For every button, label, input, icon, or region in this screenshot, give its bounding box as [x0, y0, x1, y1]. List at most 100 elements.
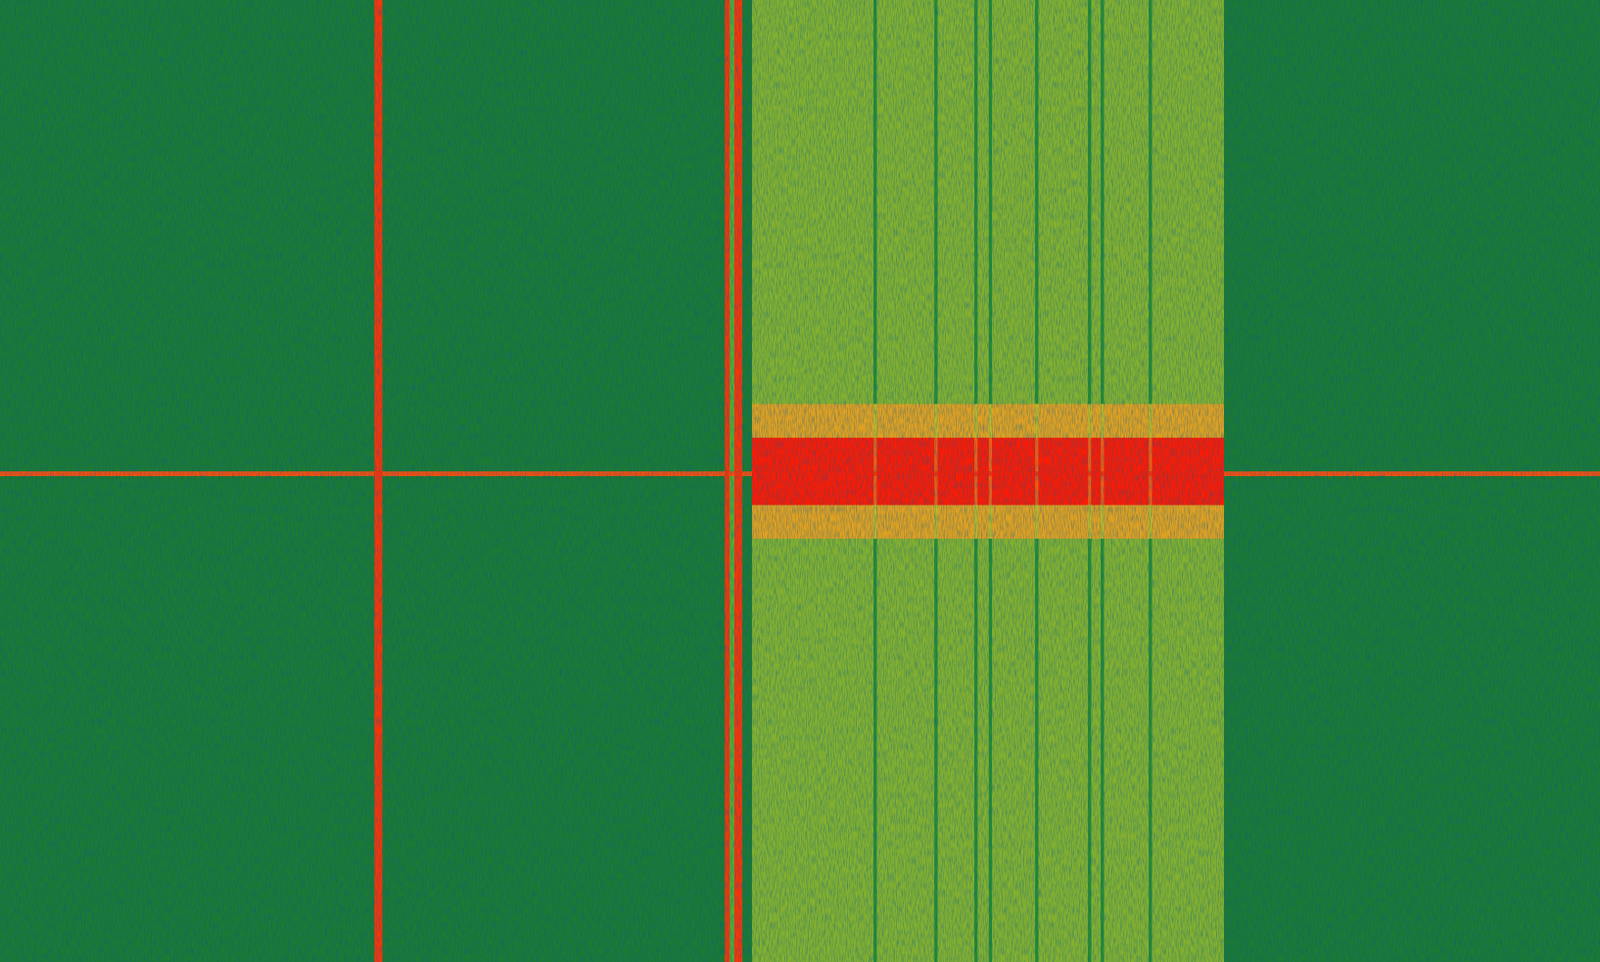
heatmap-cell: [1100, 403, 1105, 438]
heatmap-cell: [974, 470, 979, 476]
heatmap-cell: [752, 0, 875, 405]
heatmap-cell: [0, 475, 376, 506]
heatmap-cell: [938, 0, 976, 405]
heatmap-cell: [1035, 0, 1039, 405]
heatmap-cell: [1151, 475, 1224, 506]
heatmap-cell: [988, 475, 993, 506]
heatmap-cell: [977, 505, 989, 540]
heatmap-cell: [752, 475, 875, 506]
heatmap-cell: [729, 437, 735, 472]
heatmap-cell: [977, 470, 989, 476]
heatmap-cell: [1087, 470, 1092, 476]
heatmap-cell: [991, 475, 1036, 506]
heatmap-cell: [1151, 437, 1224, 472]
heatmap-cell: [1035, 403, 1039, 438]
heatmap-cell: [876, 403, 935, 438]
heatmap-cell: [1090, 505, 1101, 540]
heatmap-cell: [974, 475, 979, 506]
heatmap-cell: [382, 437, 726, 472]
heatmap-cell: [734, 437, 744, 472]
heatmap-cell: [1037, 538, 1088, 962]
heatmap-cell: [1100, 437, 1105, 472]
heatmap-cell: [1035, 470, 1039, 476]
heatmap-cell: [974, 505, 979, 540]
heatmap-cell: [1103, 0, 1149, 405]
heatmap-cell: [729, 475, 735, 506]
heatmap-cell: [1103, 437, 1149, 472]
heatmap-cell: [938, 470, 976, 476]
heatmap-cell: [752, 538, 875, 962]
heatmap-cell: [734, 470, 744, 476]
heatmap-cell: [724, 437, 730, 472]
heatmap-cell: [752, 470, 875, 476]
heatmap-cell: [382, 470, 726, 476]
heatmap-cell: [1148, 403, 1153, 438]
heatmap-cell: [1223, 470, 1600, 476]
heatmap-cell: [382, 0, 726, 405]
heatmap-cell: [938, 437, 976, 472]
heatmap-cell: [1037, 505, 1088, 540]
heatmap-cell: [1037, 475, 1088, 506]
heatmap-cell: [724, 470, 730, 476]
heatmap-cell: [1100, 505, 1105, 540]
heatmap-cell: [1090, 403, 1101, 438]
heatmap-cell: [988, 403, 993, 438]
heatmap-cell: [724, 0, 730, 405]
heatmap-cell: [938, 505, 976, 540]
heatmap-cell: [988, 437, 993, 472]
heatmap-cell: [752, 437, 875, 472]
heatmap-cell: [734, 475, 744, 506]
heatmap-cell: [1090, 475, 1101, 506]
heatmap-cell: [1148, 437, 1153, 472]
heatmap-cell: [1037, 470, 1088, 476]
heatmap-cell: [1100, 0, 1105, 405]
heatmap-cell: [374, 538, 383, 962]
heatmap-cell: [742, 475, 753, 506]
heatmap-cell: [1103, 475, 1149, 506]
heatmap-cell: [1148, 538, 1153, 962]
heatmap-cell: [988, 505, 993, 540]
heatmap-cell: [938, 538, 976, 962]
heatmap-cell: [729, 403, 735, 438]
heatmap-cell: [724, 403, 730, 438]
heatmap-cell: [382, 403, 726, 438]
heatmap-cell: [876, 505, 935, 540]
heatmap-cell: [1151, 505, 1224, 540]
heatmap-cell: [1035, 437, 1039, 472]
heatmap-cell: [1087, 475, 1092, 506]
heatmap-cell: [724, 505, 730, 540]
heatmap-cell: [0, 403, 376, 438]
heatmap-cell: [734, 0, 744, 405]
heatmap-cell: [988, 0, 993, 405]
heatmap-cell: [1090, 0, 1101, 405]
heatmap-cell: [991, 403, 1036, 438]
heatmap-cell: [938, 475, 976, 506]
heatmap-cell: [1087, 403, 1092, 438]
heatmap-cell: [374, 403, 383, 438]
heatmap-cell: [742, 403, 753, 438]
heatmap-cell: [1090, 538, 1101, 962]
heatmap-cell: [374, 470, 383, 476]
heatmap-cell: [1223, 538, 1600, 962]
heatmap-cell: [1103, 470, 1149, 476]
plot-area: [0, 0, 1600, 962]
heatmap-cell: [374, 437, 383, 472]
heatmap-cell: [729, 538, 735, 962]
heatmap-cell: [0, 538, 376, 962]
heatmap-cell: [1037, 403, 1088, 438]
heatmap-cell: [873, 0, 878, 405]
heatmap-cell: [1087, 538, 1092, 962]
heatmap-cell: [374, 505, 383, 540]
heatmap-cell: [977, 475, 989, 506]
heatmap-cell: [1151, 470, 1224, 476]
heatmap-cell: [876, 437, 935, 472]
heatmap-cell: [1037, 0, 1088, 405]
heatmap-cell: [382, 538, 726, 962]
heatmap-cell: [977, 0, 989, 405]
heatmap-cell: [729, 470, 735, 476]
heatmap-cell: [1223, 437, 1600, 472]
heatmap-cell: [0, 0, 376, 405]
heatmap-cell: [1087, 505, 1092, 540]
heatmap-cell: [974, 437, 979, 472]
heatmap-cell: [934, 0, 939, 405]
